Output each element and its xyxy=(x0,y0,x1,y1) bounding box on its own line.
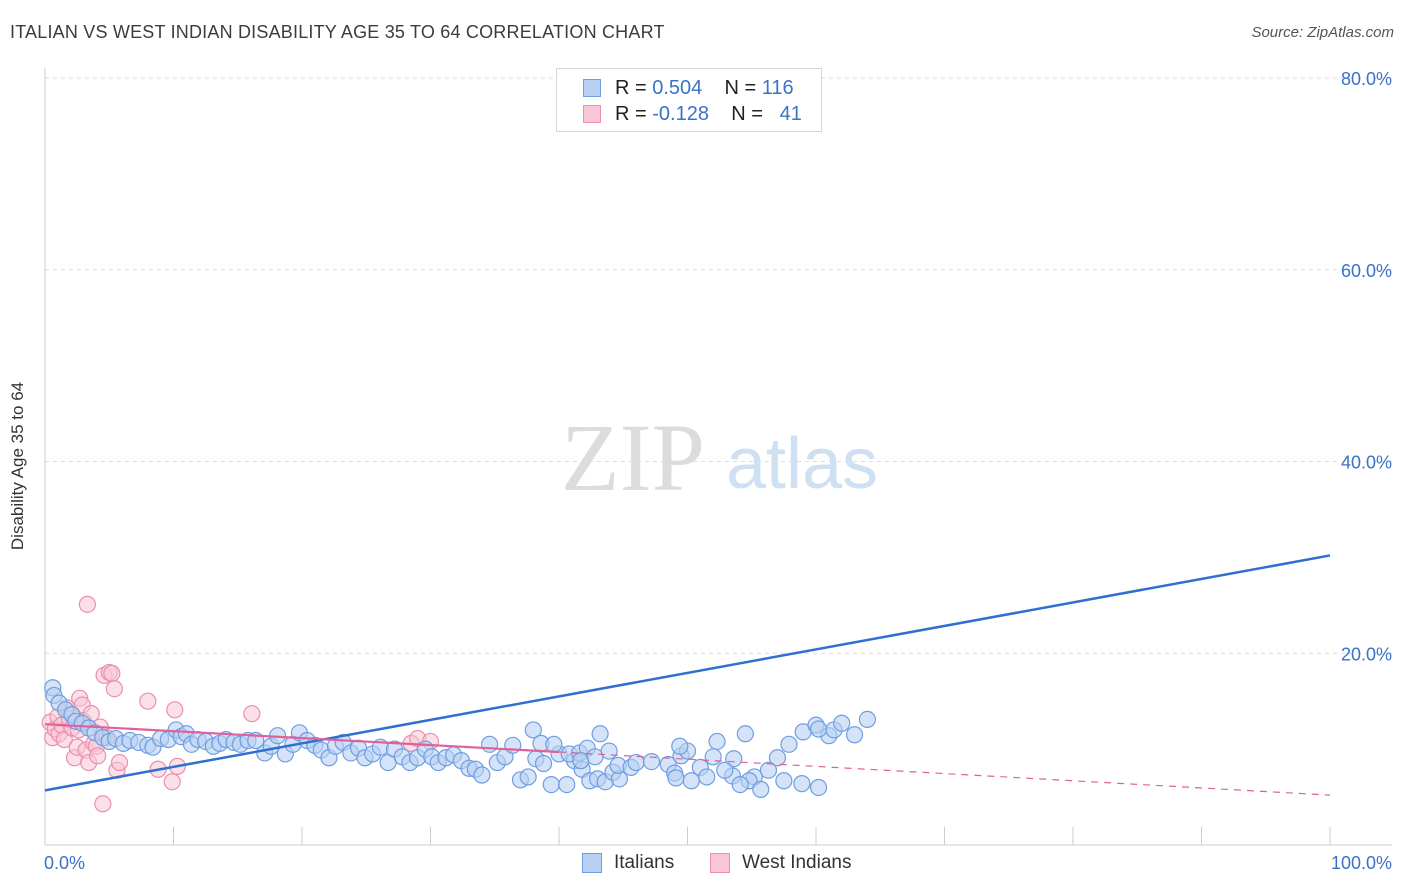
italians-point xyxy=(809,720,828,738)
west-indians-swatch xyxy=(710,853,730,873)
italians-point xyxy=(752,780,770,798)
italians-points xyxy=(44,679,877,798)
italians-point xyxy=(845,726,864,744)
italians-point xyxy=(725,750,743,768)
italians-point xyxy=(524,721,542,739)
legend-label: West Indians xyxy=(742,852,852,873)
watermark-atlas: atlas xyxy=(726,424,878,504)
italians-point xyxy=(600,742,618,760)
italians-point xyxy=(704,748,722,766)
italians-swatch xyxy=(582,853,602,873)
italians-point xyxy=(793,775,811,793)
italians-point xyxy=(667,769,685,787)
italians-point xyxy=(768,749,787,767)
legend-label: Italians xyxy=(614,852,675,873)
r-label: R = xyxy=(615,103,653,125)
italians-point xyxy=(716,761,734,779)
x-tick-label: 0.0% xyxy=(44,853,85,873)
west-indians-point xyxy=(243,705,261,723)
italians-point xyxy=(833,714,851,732)
west-indians-point xyxy=(110,753,129,772)
italians-point xyxy=(642,752,661,771)
west-indians-point xyxy=(103,664,121,682)
r-label: R = xyxy=(615,77,653,99)
italians-point xyxy=(775,772,793,790)
west-indians-point xyxy=(89,747,107,765)
italians-point xyxy=(545,735,563,753)
source-credit: Source: ZipAtlas.com xyxy=(1251,24,1394,41)
correlation-legend: R = 0.504 N = 116 R = -0.128 N = 41 xyxy=(556,68,822,132)
italians-point xyxy=(671,737,689,755)
y-axis-label: Disability Age 35 to 64 xyxy=(8,381,27,551)
italians-point xyxy=(759,761,778,779)
west-indians-trend-extension xyxy=(558,751,1331,796)
y-tick-label: 80.0% xyxy=(1341,69,1392,89)
italians-point xyxy=(481,735,499,753)
italians-point xyxy=(858,710,877,729)
italians-trend-line xyxy=(44,554,1331,792)
italians-point xyxy=(682,772,700,790)
italians-point xyxy=(780,735,798,753)
y-tick-label: 20.0% xyxy=(1341,644,1392,664)
italians-point xyxy=(809,778,828,797)
italians-swatch xyxy=(583,79,601,97)
italians-point xyxy=(731,775,749,794)
italians-point xyxy=(708,732,726,751)
trend-lines xyxy=(44,554,1331,796)
n-label: N = xyxy=(731,103,769,125)
y-tick-label: 40.0% xyxy=(1341,453,1392,473)
r-value: -0.128 xyxy=(652,103,709,125)
italians-point xyxy=(473,766,491,784)
axes xyxy=(44,68,1392,846)
n-label: N = xyxy=(724,77,762,99)
chart-title: ITALIAN VS WEST INDIAN DISABILITY AGE 35… xyxy=(10,22,665,42)
n-value: 41 xyxy=(779,103,802,125)
tick-labels: 20.0% 40.0% 60.0% 80.0% 0.0% 100.0% xyxy=(44,69,1392,873)
west-indians-swatch xyxy=(583,105,601,123)
r-value: 0.504 xyxy=(652,77,703,99)
italians-point xyxy=(558,775,576,794)
west-indians-point xyxy=(105,680,123,698)
grid-lines xyxy=(45,77,1392,654)
italians-point xyxy=(572,752,590,770)
italians-point xyxy=(591,725,609,743)
n-value: 116 xyxy=(761,77,794,99)
west-indians-point xyxy=(163,773,181,791)
italians-point xyxy=(542,775,560,794)
west-indians-point xyxy=(139,692,157,710)
west-indians-point xyxy=(166,701,184,719)
y-tick-label: 60.0% xyxy=(1341,261,1392,281)
italians-point xyxy=(534,754,553,773)
italians-point xyxy=(519,768,537,786)
west-indians-point xyxy=(94,795,112,813)
west-indians-trend-line xyxy=(44,723,560,754)
italians-point xyxy=(698,768,716,786)
x-tick-label: 100.0% xyxy=(1331,853,1392,873)
watermark: ZIP atlas xyxy=(561,404,878,511)
italians-point xyxy=(736,725,754,743)
watermark-zip: ZIP xyxy=(561,404,705,511)
west-indians-point xyxy=(78,595,97,613)
